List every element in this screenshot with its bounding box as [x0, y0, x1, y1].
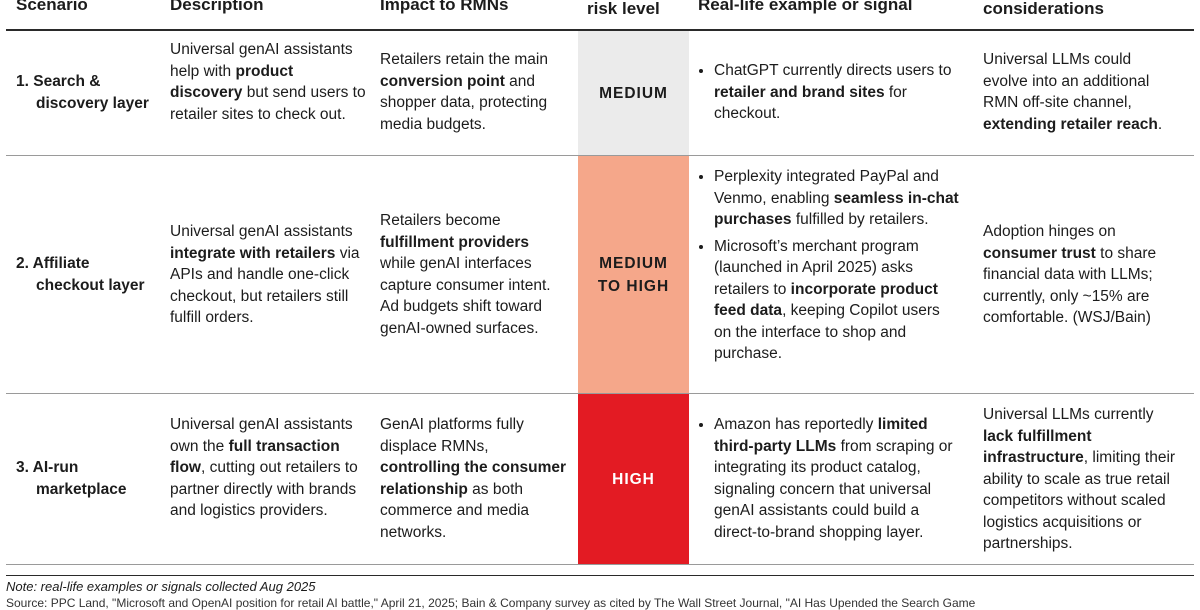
header-description: Description: [170, 0, 264, 14]
body-text: Retailers become: [380, 212, 501, 229]
header-impact: Impact to RMNs: [380, 0, 509, 14]
scenario-line: 3. AI-run: [16, 459, 79, 476]
body-text: to share financial data with LLMs; curre…: [983, 244, 1157, 327]
emphasis-text: full transaction flow: [170, 437, 340, 477]
emphasis-text: controlling the consumer relationship: [380, 459, 567, 498]
description-cell: Universal genAI assistants integrate wit…: [170, 221, 362, 329]
header-example: Real-life example or signal: [698, 0, 913, 14]
emphasis-text: seamless in-chat purchases: [714, 189, 959, 229]
body-text: for checkout.: [714, 83, 907, 123]
emphasis-text: integrate with retailers: [170, 244, 336, 262]
example-list: ChatGPT currently directs users to retai…: [698, 60, 956, 125]
risk-level-cell: MEDIUM: [578, 31, 689, 155]
body-text: Retailers retain the main: [380, 51, 548, 68]
scenario-line: marketplace: [36, 480, 127, 498]
emphasis-text: conversion point: [380, 72, 505, 90]
example-cell: Perplexity integrated PayPal and Venmo, …: [698, 166, 960, 370]
footnote: Note: real-life examples or signals coll…: [6, 579, 316, 594]
body-text: Universal genAI assistants: [170, 223, 353, 240]
scenario-line: 1. Search &: [16, 73, 101, 90]
table-bottom-rule: [6, 575, 1194, 576]
header-considerations: considerations: [983, 0, 1104, 18]
scenario-line: 2. Affiliate: [16, 255, 90, 272]
considerations-cell: Adoption hinges on consumer trust to sha…: [983, 221, 1171, 329]
header-scenario: Scenario: [16, 0, 88, 14]
description-cell: Universal genAI assistants own the full …: [170, 414, 366, 522]
body-text: while genAI interfaces capture consumer …: [380, 255, 551, 337]
row-divider: [6, 393, 1194, 394]
scenario-name: 3. AI-run marketplace: [16, 457, 126, 500]
body-text: , limiting their ability to scale as tru…: [983, 449, 1176, 552]
body-text: Adoption hinges on: [983, 223, 1116, 240]
body-text: , keeping Copilot users on the interface…: [714, 302, 940, 362]
body-text: Universal genAI assistants help with: [170, 41, 353, 80]
body-text: ChatGPT currently directs users to: [714, 62, 952, 79]
body-text: GenAI platforms fully displace RMNs,: [380, 416, 524, 455]
source-line: Source: PPC Land, "Microsoft and OpenAI …: [6, 596, 976, 610]
emphasis-text: retailer and brand sites: [714, 83, 885, 101]
body-text: from scraping or integrating its product…: [714, 437, 953, 541]
body-text: but send users to retailer sites to chec…: [170, 84, 366, 123]
risk-level-cell: HIGH: [578, 394, 689, 564]
example-cell: ChatGPT currently directs users to retai…: [698, 60, 956, 130]
example-item: Microsoft’s merchant program (launched i…: [714, 236, 960, 365]
example-item: ChatGPT currently directs users to retai…: [714, 60, 956, 125]
body-text: Amazon has reportedly: [714, 416, 878, 433]
body-text: Universal genAI assistants own the: [170, 416, 353, 455]
emphasis-text: extending retailer reach: [983, 115, 1158, 133]
emphasis-text: consumer trust: [983, 244, 1096, 262]
example-list: Amazon has reportedly limited third-part…: [698, 414, 960, 543]
scenario-line: discovery layer: [36, 94, 149, 112]
body-text: Perplexity integrated PayPal and Venmo, …: [714, 168, 939, 207]
row-divider: [6, 564, 1194, 565]
example-list: Perplexity integrated PayPal and Venmo, …: [698, 166, 960, 365]
emphasis-text: limited third-party LLMs: [714, 416, 928, 455]
description-cell: Universal genAI assistants help with pro…: [170, 39, 368, 125]
scenario-line: checkout layer: [36, 276, 145, 294]
body-text: and shopper data, protecting media budge…: [380, 72, 548, 133]
considerations-cell: Universal LLMs currently lack fulfillmen…: [983, 404, 1188, 555]
risk-level-label: MEDIUM TO HIGH: [597, 254, 670, 295]
header-rule: [6, 29, 1194, 31]
header-risk: risk level: [587, 0, 660, 18]
emphasis-text: incorporate product feed data: [714, 280, 938, 320]
scenario-name: 1. Search & discovery layer: [16, 71, 149, 114]
body-text: fulfilled by retailers.: [791, 211, 929, 228]
example-cell: Amazon has reportedly limited third-part…: [698, 414, 960, 548]
impact-cell: Retailers retain the main conversion poi…: [380, 49, 565, 135]
row-divider: [6, 155, 1194, 156]
body-text: , cutting out retailers to partner direc…: [170, 459, 358, 519]
body-text: as both commerce and media networks.: [380, 480, 530, 541]
impact-cell: GenAI platforms fully displace RMNs, con…: [380, 414, 566, 543]
body-text: via APIs and handle one-click checkout, …: [170, 244, 360, 327]
body-text: Universal LLMs currently: [983, 406, 1154, 423]
example-item: Perplexity integrated PayPal and Venmo, …: [714, 166, 960, 231]
scenario-name: 2. Affiliate checkout layer: [16, 253, 145, 296]
considerations-cell: Universal LLMs could evolve into an addi…: [983, 49, 1173, 135]
body-text: .: [1157, 115, 1163, 133]
example-item: Amazon has reportedly limited third-part…: [714, 414, 960, 543]
impact-cell: Retailers become fulfillment providers w…: [380, 210, 566, 339]
risk-level-cell: MEDIUM TO HIGH: [578, 156, 689, 393]
body-text: Microsoft’s merchant program (launched i…: [714, 237, 919, 298]
emphasis-text: product discovery: [170, 62, 294, 102]
emphasis-text: lack fulfillment infrastructure: [983, 427, 1092, 467]
emphasis-text: fulfillment providers: [380, 233, 529, 251]
body-text: Universal LLMs could evolve into an addi…: [983, 51, 1150, 111]
